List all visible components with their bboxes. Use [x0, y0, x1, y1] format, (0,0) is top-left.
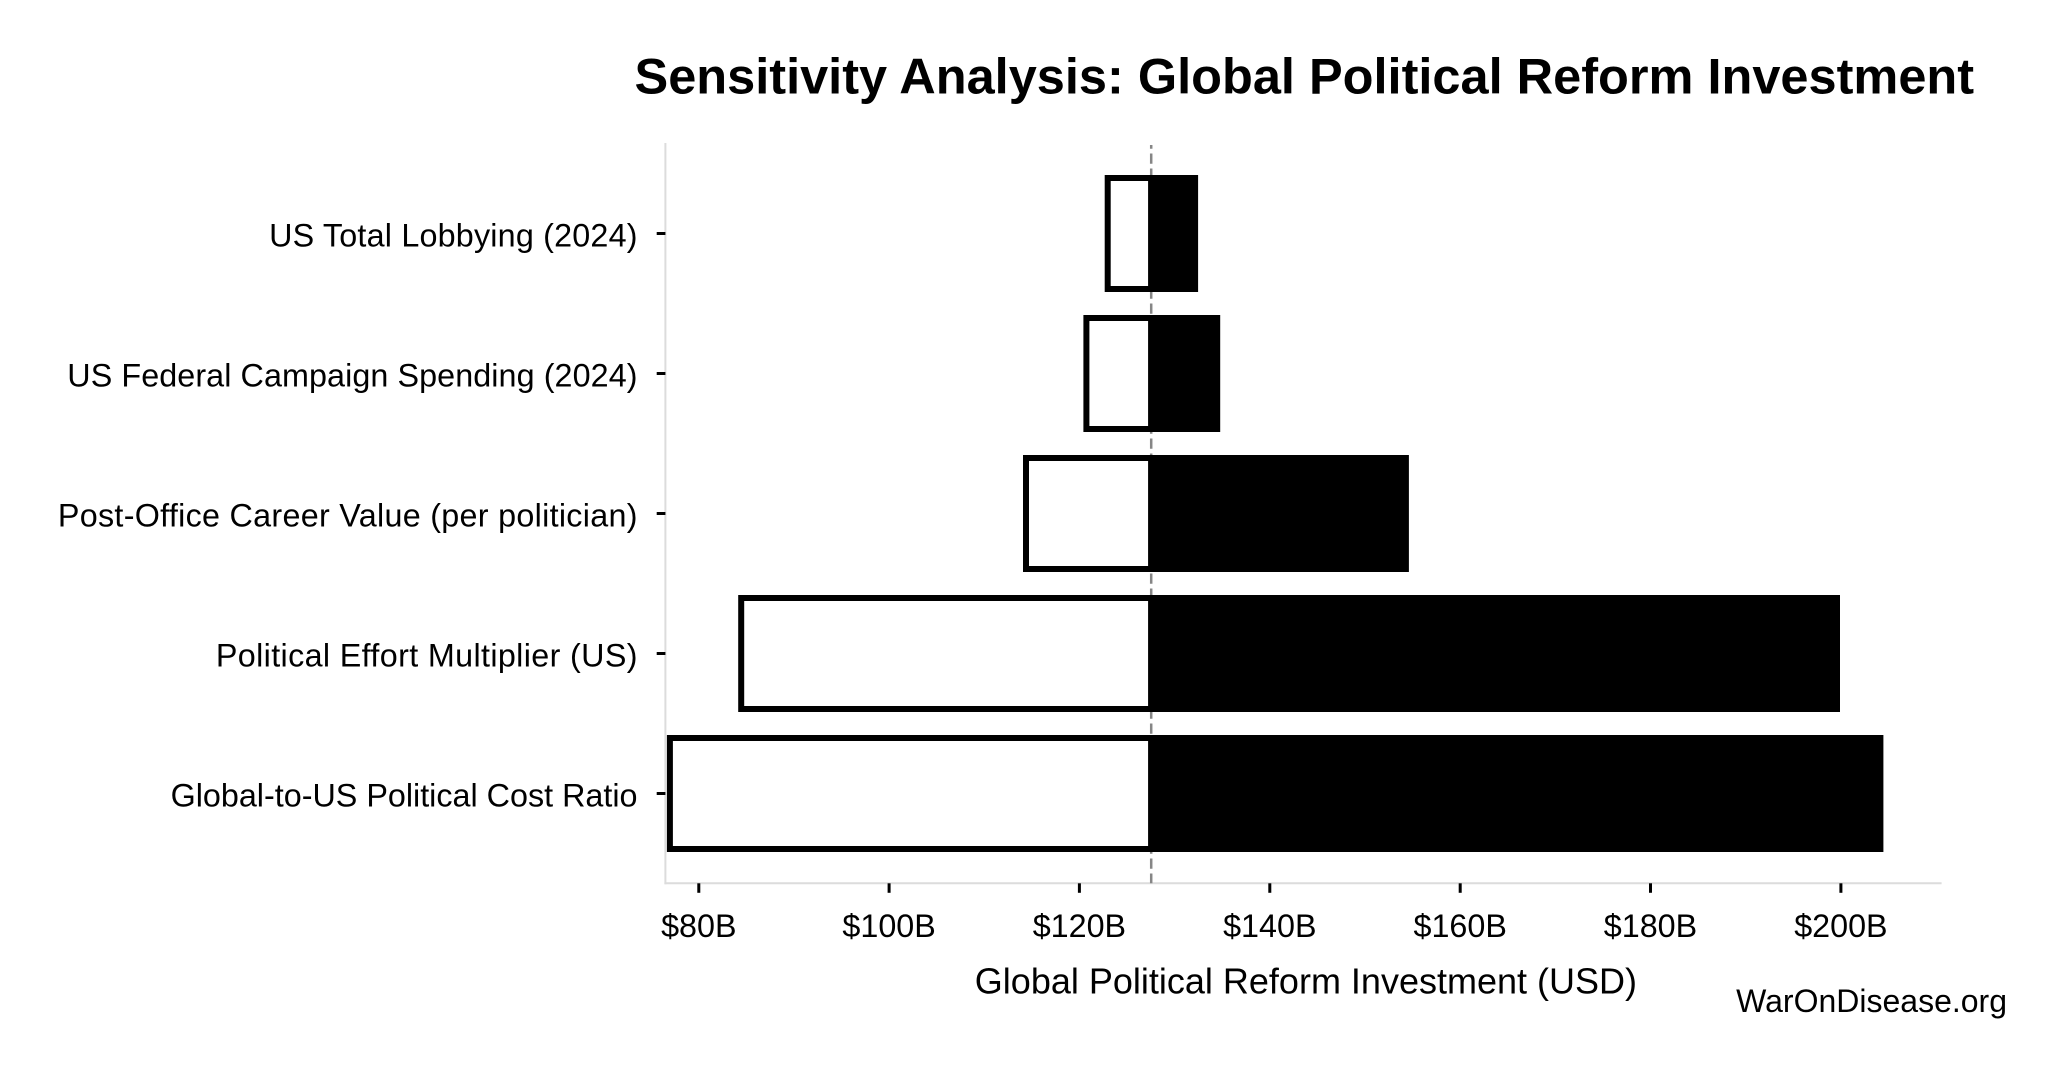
svg-text:$180B: $180B [1604, 908, 1697, 944]
svg-text:Sensitivity Analysis: Global P: Sensitivity Analysis: Global Political R… [635, 48, 1975, 105]
svg-text:$160B: $160B [1414, 908, 1507, 944]
svg-text:US Total Lobbying (2024): US Total Lobbying (2024) [269, 218, 637, 254]
svg-text:Political Effort Multiplier (U: Political Effort Multiplier (US) [216, 638, 638, 674]
svg-text:$200B: $200B [1794, 908, 1887, 944]
svg-text:Global-to-US Political Cost Ra: Global-to-US Political Cost Ratio [171, 778, 638, 814]
svg-text:WarOnDisease.org: WarOnDisease.org [1736, 983, 2007, 1019]
svg-text:US Federal Campaign Spending (: US Federal Campaign Spending (2024) [67, 358, 637, 394]
svg-text:$80B: $80B [661, 908, 736, 944]
svg-text:Post-Office Career Value (per: Post-Office Career Value (per politician… [58, 498, 638, 534]
svg-text:$120B: $120B [1033, 908, 1126, 944]
svg-text:$140B: $140B [1223, 908, 1316, 944]
svg-text:Global Political Reform Invest: Global Political Reform Investment (USD) [975, 961, 1637, 1002]
svg-text:$100B: $100B [842, 908, 935, 944]
